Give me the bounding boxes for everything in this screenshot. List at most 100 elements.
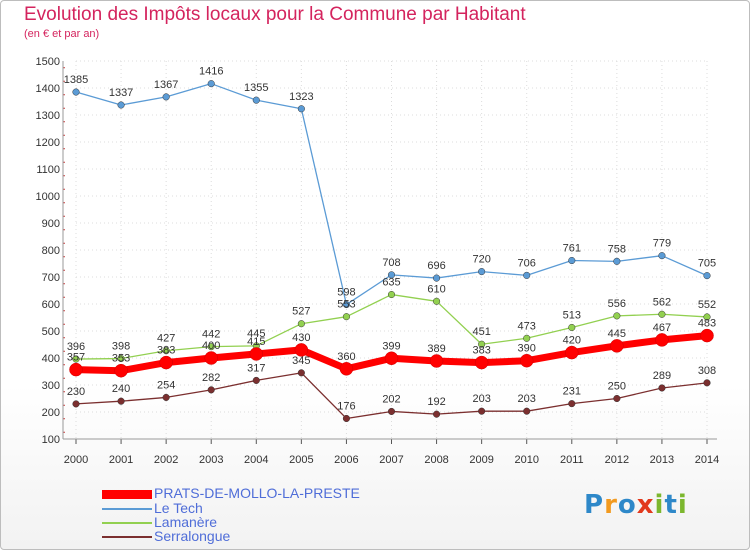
y-tick-label: 200 — [42, 407, 60, 419]
data-point — [478, 340, 486, 348]
data-point — [162, 347, 170, 355]
data-label: 761 — [563, 243, 581, 255]
data-point — [478, 407, 486, 415]
data-point — [114, 363, 128, 378]
logo-letter: i — [677, 490, 688, 520]
data-label: 383 — [157, 345, 175, 357]
data-label: 353 — [112, 353, 130, 365]
legend-swatch — [102, 508, 152, 510]
data-point — [433, 297, 441, 305]
logo-letter: o — [617, 490, 637, 520]
data-point — [613, 394, 621, 403]
data-label: 1385 — [64, 74, 88, 86]
x-tick-label: 2003 — [199, 454, 223, 466]
data-label: 1367 — [154, 79, 178, 91]
y-tick-label: 300 — [42, 380, 60, 392]
data-label: 758 — [608, 243, 626, 255]
y-tick-label: 1500 — [36, 56, 60, 68]
data-point — [297, 105, 305, 113]
data-label: 473 — [518, 320, 536, 332]
data-point — [658, 384, 666, 392]
x-tick-label: 2010 — [514, 454, 538, 466]
data-point — [297, 320, 305, 328]
logo-letter: i — [654, 490, 665, 520]
y-tick-label: 700 — [42, 272, 60, 284]
data-point — [429, 354, 444, 368]
data-labels: 357 353 383 400 415 430 360 399 389 383 390 420 445 4… — [64, 66, 716, 413]
data-label: 390 — [518, 343, 536, 355]
data-point — [478, 268, 486, 276]
data-label: 360 — [337, 351, 355, 363]
data-label: 230 — [67, 386, 85, 398]
data-label: 308 — [698, 365, 716, 377]
legend-swatch — [102, 522, 152, 524]
data-point — [568, 400, 576, 408]
data-label: 442 — [202, 329, 220, 341]
data-point — [568, 256, 576, 265]
data-label: 430 — [292, 332, 310, 344]
data-label: 203 — [518, 393, 536, 405]
x-tick-label: 2002 — [154, 454, 178, 466]
data-label: 231 — [563, 386, 581, 398]
data-point — [249, 347, 264, 361]
data-label: 556 — [608, 298, 626, 310]
data-label: 389 — [427, 343, 445, 355]
logo-letter: P — [584, 490, 605, 520]
data-label: 427 — [157, 333, 175, 345]
data-point — [72, 400, 80, 408]
data-point — [703, 379, 711, 387]
data-label: 289 — [653, 370, 671, 382]
legend-label: PRATS-DE-MOLLO-LA-PRESTE — [154, 485, 360, 501]
data-point — [658, 310, 666, 318]
logo-letter: x — [636, 490, 655, 520]
data-label: 1416 — [199, 66, 223, 78]
data-label: 445 — [608, 328, 626, 340]
data-label: 513 — [563, 309, 581, 321]
x-tick-label: 2001 — [109, 454, 133, 466]
x-tick-label: 2014 — [695, 454, 719, 466]
y-tick-label: 900 — [42, 218, 60, 230]
chart-title: Evolution des Impôts locaux pour la Comm… — [24, 4, 526, 25]
data-point — [117, 354, 125, 363]
y-tick-label: 400 — [42, 353, 60, 365]
data-label: 720 — [472, 254, 490, 266]
data-point — [294, 343, 309, 357]
y-tick-label: 1300 — [36, 110, 60, 122]
data-point — [384, 351, 399, 366]
chart-subtitle: (en € et par an) — [24, 28, 100, 40]
data-point — [613, 257, 621, 265]
data-label: 635 — [382, 277, 400, 289]
data-point — [523, 407, 531, 415]
data-point — [703, 313, 711, 321]
data-point — [655, 333, 669, 347]
proxiti-logo: Proxiti — [584, 490, 688, 520]
y-tick-label: 1200 — [36, 137, 60, 149]
data-point — [342, 414, 350, 423]
data-point — [658, 252, 666, 260]
data-point — [162, 93, 170, 101]
x-tick-label: 2007 — [379, 454, 403, 466]
data-point — [207, 343, 215, 351]
data-label: 317 — [247, 362, 265, 374]
data-point — [69, 362, 83, 377]
x-tick-label: 2009 — [469, 454, 493, 466]
data-label: 562 — [653, 296, 671, 308]
data-label: 176 — [337, 400, 355, 412]
data-point — [433, 274, 441, 282]
data-label: 400 — [202, 340, 220, 352]
data-label: 527 — [292, 306, 310, 318]
data-label: 398 — [112, 341, 130, 353]
y-tick-label: 600 — [42, 299, 60, 311]
data-label: 1337 — [109, 87, 133, 99]
data-point — [610, 339, 624, 353]
data-label: 598 — [337, 287, 355, 299]
x-tick-label: 2011 — [560, 454, 584, 466]
legend-swatch — [102, 536, 152, 538]
data-label: 705 — [698, 258, 716, 270]
data-point — [568, 323, 576, 332]
y-tick-label: 800 — [42, 245, 60, 257]
data-point — [159, 355, 173, 370]
y-tick-label: 1400 — [36, 83, 60, 95]
data-point — [117, 101, 125, 109]
